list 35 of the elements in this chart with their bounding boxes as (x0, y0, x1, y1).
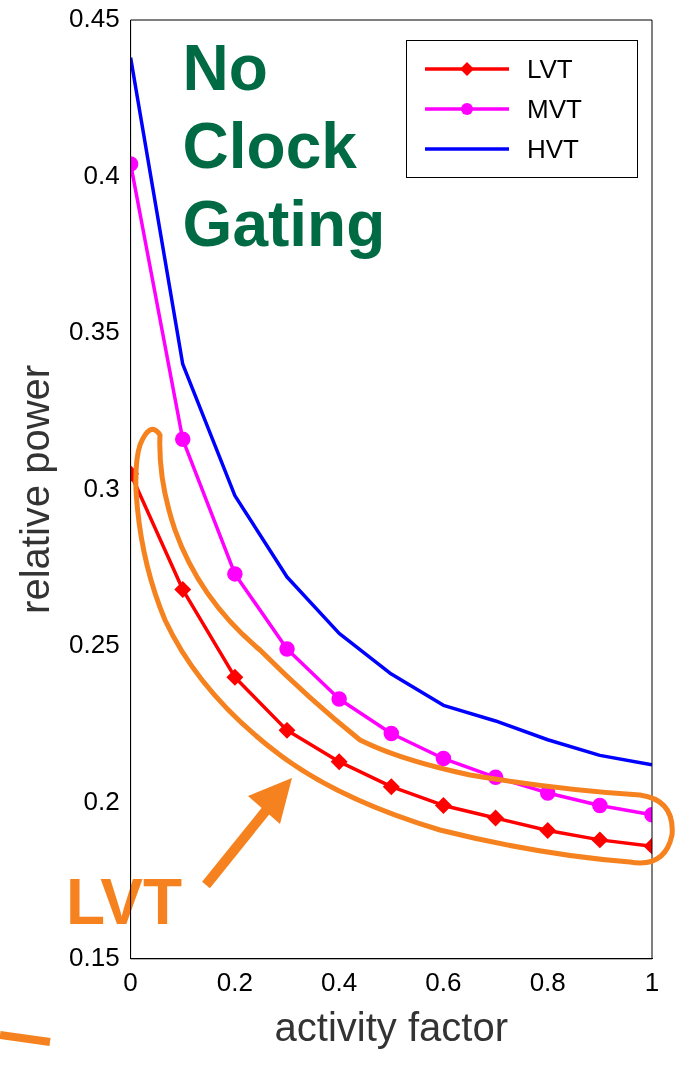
point (331, 753, 347, 770)
annotation: No Clock Gating (182, 32, 386, 260)
x-tick-label: 0.2 (216, 966, 253, 997)
y-tick-label: 0.45 (68, 3, 120, 34)
point (435, 750, 452, 767)
point (435, 797, 452, 814)
point (227, 669, 243, 685)
x-axis-title: activity factor (274, 1005, 508, 1050)
y-tick-label: 0.4 (83, 159, 120, 190)
point (279, 641, 295, 657)
y-axis-title: relative power (13, 364, 58, 614)
legend-label: LVT (527, 53, 573, 85)
x-tick-label: 0.6 (425, 966, 462, 997)
point (174, 581, 191, 598)
y-tick-label: 0.15 (68, 941, 120, 972)
x-tick-label: 0 (123, 966, 138, 997)
point (487, 810, 504, 826)
point (592, 832, 608, 848)
y-tick-label: 0.2 (83, 785, 120, 816)
point (331, 691, 347, 707)
point (539, 822, 556, 839)
y-tick-label: 0.35 (68, 316, 120, 347)
point (227, 566, 243, 582)
y-tick-label: 0.25 (68, 629, 120, 660)
legend-label: HVT (527, 133, 579, 165)
x-tick-label: 1 (644, 966, 660, 997)
point (174, 431, 191, 448)
x-tick-label: 0.8 (529, 966, 566, 997)
point (279, 722, 295, 739)
point (592, 797, 608, 814)
legend-label: MVT (527, 93, 582, 125)
point (383, 778, 400, 795)
x-tick-label: 0.4 (321, 966, 358, 997)
y-tick-label: 0.3 (83, 472, 120, 503)
point (383, 725, 400, 742)
